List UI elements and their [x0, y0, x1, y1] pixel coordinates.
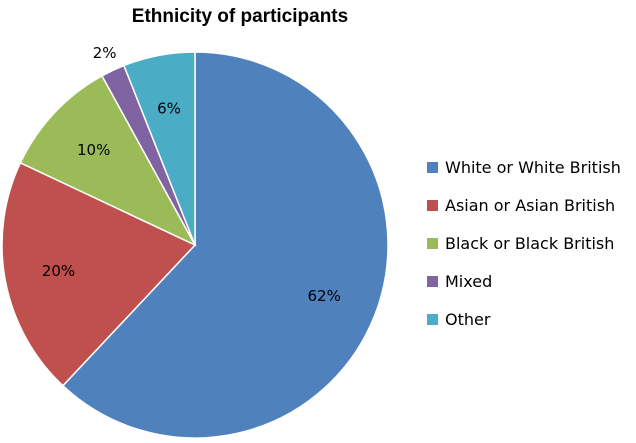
- pie-slice-other: [122, 51, 196, 246]
- legend-label-asian-or-asian-british: Asian or Asian British: [445, 196, 615, 215]
- legend-label-black-or-black-british: Black or Black British: [445, 234, 614, 253]
- legend-swatch-other: [427, 314, 438, 325]
- pie-slice-white-or-white-british: [61, 51, 389, 439]
- legend-swatch-black-or-black-british: [427, 238, 438, 249]
- pie-slice-asian-or-asian-british: [1, 161, 197, 387]
- chart-title: Ethnicity of participants: [132, 6, 348, 27]
- legend-label-mixed: Mixed: [445, 272, 492, 291]
- legend-swatch-white-or-white-british: [427, 162, 438, 173]
- pie-slice-black-or-black-british: [19, 74, 197, 247]
- pie-slices: [1, 51, 389, 439]
- legend-label-other: Other: [445, 310, 491, 329]
- data-label-mixed: 2%: [93, 44, 117, 62]
- pie-data-labels: 62% 20% 10% 2% 6%: [42, 44, 341, 305]
- data-label-white-or-white-british: 62%: [308, 287, 341, 305]
- legend-swatch-mixed: [427, 276, 438, 287]
- data-label-asian-or-asian-british: 20%: [42, 262, 75, 280]
- legend-swatch-asian-or-asian-british: [427, 200, 438, 211]
- legend: White or White British Asian or Asian Bri…: [427, 158, 621, 329]
- data-label-black-or-black-british: 10%: [77, 141, 110, 159]
- data-label-other: 6%: [157, 100, 181, 118]
- legend-label-white-or-white-british: White or White British: [445, 158, 621, 177]
